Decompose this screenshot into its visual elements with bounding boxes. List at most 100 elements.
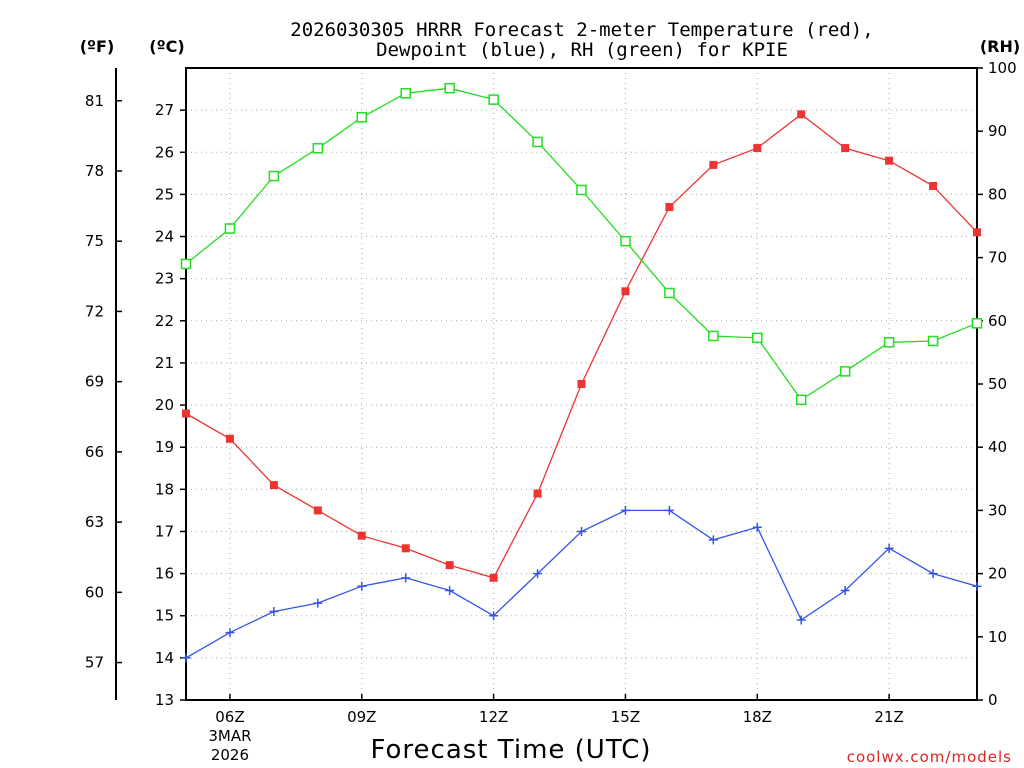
fahrenheit-tick-label: 72 (85, 302, 104, 320)
celsius-axis: 13 14 15 16 17 18 19 20 21 22 23 24 25 26 27 (155, 101, 186, 709)
rh-point (400, 88, 411, 99)
series-line-2 (185, 87, 978, 401)
rh-point (795, 394, 807, 406)
celsius-tick-label: 18 (155, 480, 174, 498)
dewpoint-point (752, 522, 762, 532)
dewpoint-point (884, 543, 894, 553)
dewpoint-point (577, 526, 586, 536)
dewpoint-point (928, 569, 938, 579)
x-tick-label: 18Z (743, 708, 772, 726)
dewpoint-point (225, 628, 235, 638)
rh-point (180, 258, 192, 270)
rh-tick-label: 40 (988, 438, 1007, 456)
rh-unit-label: (RH) (980, 37, 1020, 56)
fahrenheit-axis: 57 60 63 66 69 72 75 78 81 (85, 92, 122, 672)
temperature-point (182, 409, 190, 418)
dewpoint-point (972, 581, 982, 591)
chart-title-line-1: 2026030305 HRRR Forecast 2-meter Tempera… (290, 19, 873, 41)
temperature-point (577, 380, 586, 388)
dewpoint-point (401, 573, 411, 583)
temperature-point (313, 506, 322, 515)
series-group (180, 82, 983, 663)
celsius-tick-label: 14 (155, 649, 174, 667)
rh-point (356, 112, 368, 123)
fahrenheit-tick-label: 63 (85, 513, 104, 531)
dewpoint-point (620, 505, 630, 515)
celsius-tick-label: 25 (155, 185, 174, 203)
celsius-unit-label: (ºC) (149, 37, 184, 56)
rh-tick-label: 70 (988, 249, 1007, 267)
celsius-tick-label: 19 (155, 438, 174, 456)
dewpoint-point (664, 505, 674, 515)
rh-tick-label: 50 (988, 375, 1007, 393)
dewpoint-point (533, 569, 543, 579)
celsius-tick-label: 21 (155, 354, 174, 372)
rh-point (883, 337, 895, 348)
temperature-point (753, 144, 762, 153)
dewpoint-point (796, 615, 806, 625)
rh-point (839, 366, 851, 377)
temperature-point (841, 144, 850, 153)
x-tick-label: 09Z (347, 708, 376, 726)
celsius-tick-label: 13 (155, 691, 174, 709)
fahrenheit-unit-label: (ºF) (80, 37, 115, 56)
celsius-tick-label: 23 (155, 270, 174, 288)
temperature-point (225, 434, 234, 443)
dewpoint-point (181, 653, 191, 663)
x-tick-label: 06Z (215, 708, 244, 726)
series-line-0 (185, 113, 978, 579)
rh-tick-label: 0 (988, 691, 998, 709)
x-date-label: 3MAR (208, 727, 251, 745)
celsius-tick-label: 16 (155, 565, 174, 583)
fahrenheit-tick-label: 66 (85, 443, 104, 461)
celsius-tick-label: 24 (155, 228, 174, 246)
dewpoint-point (445, 585, 455, 595)
temperature-point (269, 481, 278, 490)
rh-point (576, 184, 587, 196)
temperature-point (709, 160, 718, 169)
rh-tick-label: 100 (988, 59, 1017, 77)
rh-point (971, 318, 983, 329)
rh-tick-label: 30 (988, 501, 1007, 519)
celsius-tick-label: 22 (155, 312, 174, 330)
fahrenheit-tick-label: 81 (85, 92, 104, 110)
celsius-tick-label: 17 (155, 522, 174, 540)
rh-point (664, 287, 675, 299)
credit-text: coolwx.com/models (847, 748, 1012, 766)
temperature-point (533, 489, 542, 498)
temperature-point (973, 228, 981, 237)
celsius-tick-label: 27 (155, 101, 174, 119)
temperature-point (357, 531, 366, 540)
rh-point (268, 170, 280, 182)
rh-tick-label: 10 (988, 628, 1007, 646)
celsius-tick-label: 20 (155, 396, 174, 414)
rh-tick-label: 90 (988, 122, 1007, 140)
dewpoint-point (357, 581, 367, 591)
rh-point (620, 235, 631, 247)
temperature-point (445, 561, 454, 570)
rh-point (708, 330, 719, 342)
fahrenheit-tick-label: 78 (85, 162, 104, 180)
fahrenheit-tick-label: 75 (85, 232, 104, 250)
temperature-point (621, 287, 630, 296)
rh-axis: 0 10 20 30 40 50 60 70 80 90 100 (977, 59, 1017, 709)
rh-point (752, 332, 763, 344)
x-year-label: 2026 (211, 746, 249, 764)
fahrenheit-tick-label: 57 (85, 654, 104, 672)
fahrenheit-tick-label: 60 (85, 583, 104, 601)
x-axis-label: Forecast Time (UTC) (370, 735, 651, 765)
x-tick-label: 12Z (479, 708, 508, 726)
rh-point (927, 335, 939, 347)
dewpoint-point (269, 607, 279, 617)
rh-tick-label: 60 (988, 312, 1007, 330)
dewpoint-point (840, 585, 850, 595)
celsius-tick-label: 15 (155, 607, 174, 625)
temperature-point (401, 544, 410, 553)
rh-point (312, 143, 324, 154)
temperature-point (489, 573, 498, 582)
x-tick-label: 15Z (611, 708, 640, 726)
temperature-point (885, 156, 894, 165)
temperature-point (665, 203, 674, 212)
